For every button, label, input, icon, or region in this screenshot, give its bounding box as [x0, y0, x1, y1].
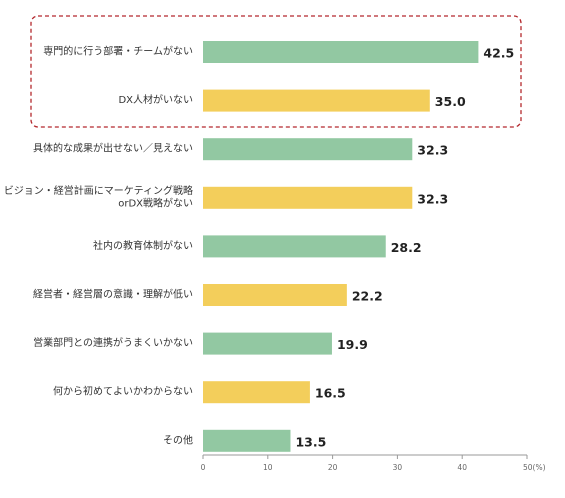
bar-6	[203, 332, 332, 355]
category-label-8: その他	[163, 433, 193, 446]
x-axis: 0 10 20 30 40 50(%)	[201, 454, 546, 472]
value-label-1: 35.0	[435, 94, 466, 109]
x-tick-label-3: 30	[393, 463, 403, 472]
value-label-5: 22.2	[352, 289, 383, 304]
value-label-7: 16.5	[315, 386, 346, 401]
bar-2	[203, 138, 413, 161]
category-label-6: 営業部門との連携がうまくいかない	[33, 336, 193, 349]
x-tick-label-2: 20	[328, 463, 338, 472]
category-labels: 専門的に行う部署・チームがない DX人材がいない具体的な成果が出せない／見えないビ…	[4, 45, 193, 447]
value-label-3: 32.3	[417, 191, 448, 206]
bar-8	[203, 429, 291, 452]
bar-3	[203, 186, 413, 209]
x-tick-label-5: 50(%)	[523, 463, 546, 472]
value-label-4: 28.2	[391, 240, 422, 255]
x-tick-label-1: 10	[263, 463, 273, 472]
highlight-box	[30, 15, 522, 128]
value-label-2: 32.3	[417, 143, 448, 158]
category-label-2: 具体的な成果が出せない／見えない	[33, 142, 193, 155]
x-tick-label-4: 40	[457, 463, 467, 472]
value-labels: 42.5 35.0 32.3 32.3 28.2 22.2 19.9 16.5 13.5	[295, 46, 514, 450]
category-label-3-line-0: ビジョン・経営計画にマーケティング戦略	[4, 184, 193, 197]
x-tick-label-0: 0	[201, 463, 206, 472]
bar-7	[203, 381, 310, 404]
bar-1	[203, 89, 430, 112]
category-label-4: 社内の教育体制がない	[93, 239, 193, 252]
category-label-3-line-1: orDX戦略がない	[118, 197, 193, 210]
category-label-0: 専門的に行う部署・チームがない	[43, 45, 193, 58]
value-label-0: 42.5	[483, 46, 514, 61]
bar-0	[203, 41, 479, 63]
bars-layer	[203, 41, 479, 452]
value-label-6: 19.9	[337, 337, 368, 352]
value-label-8: 13.5	[295, 434, 326, 449]
bar-4	[203, 235, 386, 258]
category-label-5: 経営者・経営層の意識・理解が低い	[33, 288, 193, 301]
category-label-7: 何から初めてよいかわからない	[53, 385, 193, 398]
category-label-1: DX人材がいない	[118, 93, 193, 106]
bar-5	[203, 284, 347, 306]
